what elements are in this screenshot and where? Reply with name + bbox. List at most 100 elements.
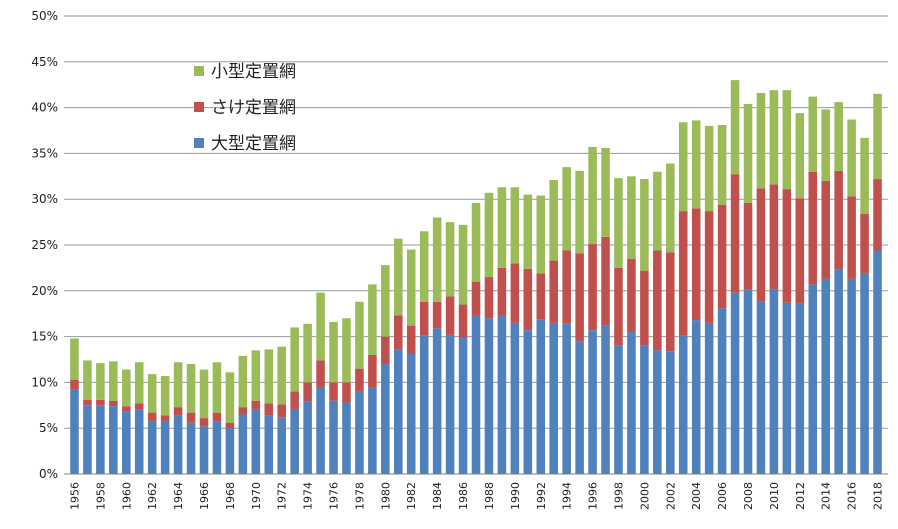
bar-segment-small bbox=[355, 301, 364, 369]
bar-segment-salmon bbox=[484, 277, 494, 319]
bar-segment-small bbox=[342, 318, 351, 383]
bar-segment-small bbox=[510, 187, 520, 264]
bar-group-1991 bbox=[523, 194, 533, 474]
bar-segment-small bbox=[186, 364, 196, 413]
bar-group-1998 bbox=[614, 178, 623, 474]
bar-segment-large bbox=[756, 301, 766, 474]
bar-segment-salmon bbox=[419, 301, 429, 336]
bar-segment-small bbox=[251, 350, 261, 401]
x-tick-label: 1990 bbox=[509, 482, 522, 510]
bar-segment-small bbox=[225, 372, 235, 423]
bar-segment-large bbox=[290, 408, 299, 474]
bar-segment-salmon bbox=[704, 211, 714, 323]
bar-segment-small bbox=[471, 202, 481, 282]
bar-segment-small bbox=[316, 292, 325, 361]
bar-segment-large bbox=[225, 428, 235, 474]
bar-segment-large bbox=[316, 387, 325, 474]
x-tick-label: 1984 bbox=[431, 482, 444, 510]
bar-group-1973 bbox=[290, 327, 299, 474]
bar-segment-salmon bbox=[497, 267, 507, 316]
bar-segment-large bbox=[109, 406, 118, 474]
bar-group-1962 bbox=[147, 374, 157, 474]
bar-segment-salmon bbox=[355, 368, 364, 392]
bar-segment-small bbox=[458, 224, 468, 305]
bar-segment-salmon bbox=[653, 250, 662, 351]
bar-segment-salmon bbox=[873, 179, 882, 251]
bar-segment-large bbox=[251, 409, 261, 474]
bar-segment-small bbox=[147, 374, 157, 413]
bar-segment-large bbox=[678, 335, 688, 474]
bar-group-1995 bbox=[575, 170, 584, 474]
bar-group-1999 bbox=[627, 176, 636, 474]
legend-swatch bbox=[194, 138, 204, 148]
bar-segment-salmon bbox=[96, 399, 105, 406]
bar-segment-small bbox=[70, 338, 79, 380]
bar-segment-large bbox=[860, 273, 869, 474]
bar-segment-small bbox=[821, 109, 830, 181]
bar-group-1966 bbox=[199, 369, 209, 474]
bar-segment-salmon bbox=[549, 260, 558, 323]
bar-segment-large bbox=[808, 284, 818, 474]
bar-segment-small bbox=[290, 327, 299, 392]
bar-group-1988 bbox=[484, 192, 494, 474]
bar-segment-salmon bbox=[432, 301, 442, 329]
bar-group-2002 bbox=[666, 163, 675, 474]
bar-segment-salmon bbox=[588, 244, 597, 331]
bar-segment-small bbox=[277, 346, 286, 405]
y-tick-label: 10% bbox=[31, 375, 58, 389]
x-tick-label: 2006 bbox=[716, 482, 729, 510]
bar-segment-small bbox=[704, 125, 714, 212]
bar-segment-salmon bbox=[147, 412, 157, 421]
bar-segment-small bbox=[160, 375, 170, 416]
bar-segment-large bbox=[212, 421, 222, 474]
bar-segment-large bbox=[432, 328, 442, 474]
bar-segment-large bbox=[484, 318, 494, 474]
bar-segment-salmon bbox=[471, 281, 481, 316]
bar-group-1985 bbox=[445, 222, 455, 474]
bar-segment-salmon bbox=[277, 404, 286, 418]
bar-group-2010 bbox=[769, 90, 779, 474]
bar-group-1963 bbox=[160, 375, 170, 474]
bar-group-1993 bbox=[549, 179, 558, 474]
bar-group-1992 bbox=[536, 195, 546, 474]
bar-segment-small bbox=[601, 147, 610, 237]
bar-segment-salmon bbox=[691, 208, 701, 321]
y-tick-label: 35% bbox=[31, 146, 58, 160]
bar-segment-large bbox=[730, 292, 740, 474]
bar-group-2004 bbox=[691, 120, 701, 474]
bar-segment-large bbox=[847, 278, 856, 474]
bar-segment-large bbox=[355, 391, 364, 474]
bar-segment-salmon bbox=[109, 400, 118, 407]
bar-group-1976 bbox=[329, 321, 338, 474]
bar-segment-salmon bbox=[173, 407, 183, 416]
bar-segment-large bbox=[238, 414, 248, 474]
bar-segment-large bbox=[640, 345, 649, 474]
bar-group-1997 bbox=[601, 147, 610, 474]
x-tick-label: 1974 bbox=[302, 482, 315, 510]
bar-segment-large bbox=[575, 341, 584, 474]
bar-segment-salmon bbox=[316, 360, 325, 388]
bar-segment-salmon bbox=[238, 407, 248, 415]
bar-segment-salmon bbox=[458, 304, 468, 338]
bar-segment-salmon bbox=[83, 399, 92, 406]
bar-segment-small bbox=[445, 222, 455, 297]
bar-group-1958 bbox=[96, 363, 105, 474]
bar-segment-large bbox=[536, 319, 546, 474]
bar-segment-large bbox=[445, 334, 455, 474]
x-tick-label: 1956 bbox=[68, 482, 81, 510]
bar-segment-small bbox=[83, 360, 92, 400]
bar-group-1986 bbox=[458, 224, 468, 474]
bar-segment-large bbox=[795, 303, 805, 474]
x-tick-label: 2014 bbox=[820, 482, 833, 510]
x-tick-label: 1970 bbox=[250, 482, 263, 510]
bar-segment-small bbox=[199, 369, 209, 419]
x-tick-label: 1982 bbox=[405, 482, 418, 510]
x-tick-label: 1966 bbox=[198, 482, 211, 510]
bar-segment-salmon bbox=[627, 258, 636, 333]
bar-group-2011 bbox=[782, 90, 792, 474]
y-tick-label: 25% bbox=[31, 238, 58, 252]
y-tick-label: 50% bbox=[31, 9, 58, 23]
bar-segment-small bbox=[264, 349, 274, 404]
bar-group-2014 bbox=[821, 109, 830, 474]
